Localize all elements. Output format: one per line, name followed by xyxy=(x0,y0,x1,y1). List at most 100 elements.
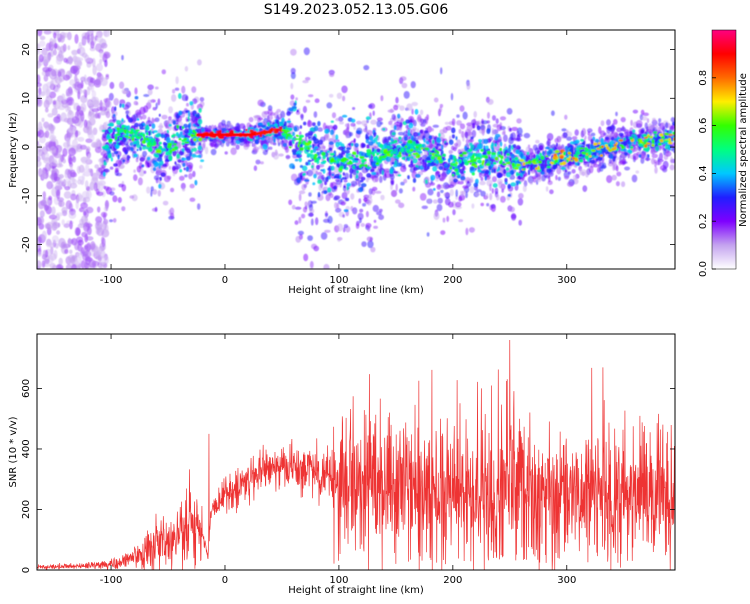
spectrogram-cell xyxy=(305,201,308,206)
spectrogram-cell xyxy=(77,179,82,184)
spectrogram-cell xyxy=(535,140,539,144)
spectrogram-cell xyxy=(78,240,84,246)
spectrogram-cell xyxy=(254,125,257,128)
spectrogram-cell xyxy=(356,170,359,173)
spectrogram-cell xyxy=(110,167,114,170)
spectrogram-cell xyxy=(469,227,475,233)
spectrogram-cell xyxy=(509,207,515,213)
spectrogram-cell xyxy=(307,170,313,177)
spectrogram-cell xyxy=(549,189,554,194)
spectrogram-cell xyxy=(307,147,310,151)
spectrogram-cell xyxy=(318,172,323,175)
spectrogram-cell xyxy=(324,190,327,194)
spectrogram-cell xyxy=(629,131,632,134)
spectrogram-cell xyxy=(283,143,288,147)
spectrogram-cell xyxy=(294,126,297,131)
spectrogram-cell xyxy=(565,146,568,150)
spectrogram-cell xyxy=(68,238,72,248)
spectrogram-cell xyxy=(439,166,443,170)
spectrogram-cell xyxy=(129,195,134,199)
spectrogram-cell xyxy=(633,153,639,160)
spectrogram-cell xyxy=(407,175,410,179)
spectrogram-cell xyxy=(269,130,272,133)
spectrogram-cell xyxy=(489,193,492,200)
spectrogram-cell xyxy=(114,106,116,111)
spectrogram-cell xyxy=(542,151,545,156)
spectrogram-cell xyxy=(148,100,153,104)
spectrogram-cell xyxy=(68,56,73,65)
spectrogram-cell xyxy=(519,159,524,162)
spectrogram-cell xyxy=(175,76,178,84)
spectrogram-cell xyxy=(428,199,431,204)
spectrogram-cell xyxy=(109,219,113,222)
spectrogram-cell xyxy=(431,128,434,131)
spectrogram-cell xyxy=(297,177,302,183)
spectrogram-cell xyxy=(299,135,304,138)
spectrogram-cell xyxy=(539,145,544,151)
spectrogram-cell xyxy=(609,153,614,159)
spectrogram-cell xyxy=(398,137,401,140)
spectrogram-cell xyxy=(500,141,503,146)
spectrogram-cell xyxy=(392,114,396,120)
spectrogram-cell xyxy=(106,111,111,118)
spectrogram-cell xyxy=(658,143,662,146)
spectrogram-cell xyxy=(601,120,605,126)
spectrogram-cell xyxy=(302,80,308,83)
spectrogram-cell xyxy=(84,55,89,63)
spectrogram-cell xyxy=(606,175,612,183)
spectrogram-cell xyxy=(502,131,506,135)
spectrogram-cell xyxy=(311,165,314,168)
spectrogram-cell xyxy=(61,242,66,249)
spectrogram-cell xyxy=(453,178,458,182)
spectrogram-cell xyxy=(487,120,490,123)
spectrogram-cell xyxy=(462,152,467,155)
spectrogram-cell xyxy=(564,115,567,120)
spectrogram-cell xyxy=(335,118,340,121)
spectrogram-cell xyxy=(109,139,113,142)
spectrogram-cell xyxy=(437,191,440,197)
spectrogram-cell xyxy=(400,122,403,127)
spectrogram-cell xyxy=(622,126,625,131)
spectrogram-cell xyxy=(393,171,398,173)
spectrogram-cell xyxy=(474,183,479,188)
spectrogram-cell xyxy=(516,180,521,183)
spectrogram-cell xyxy=(411,102,418,106)
spectrogram-cell xyxy=(492,169,494,173)
spectrogram-cell xyxy=(472,172,475,175)
spectrogram-cell xyxy=(373,132,376,137)
spectrogram-cell xyxy=(408,154,411,157)
spectrogram-cell xyxy=(428,139,431,143)
spectrogram-cell xyxy=(506,153,510,156)
spectrogram-cell xyxy=(70,170,76,178)
spectrogram-cell xyxy=(119,137,122,140)
spectrogram-cell xyxy=(77,90,80,99)
spectrogram-cell xyxy=(104,30,107,37)
spectrogram-cell xyxy=(344,209,349,212)
spectrogram-cell xyxy=(300,165,303,168)
spectrogram-cell xyxy=(582,185,587,192)
spectrogram-cell xyxy=(225,151,228,154)
spectrogram-cell xyxy=(460,123,465,129)
spectrogram-cell xyxy=(336,163,339,167)
spectrogram-cell xyxy=(312,276,318,283)
spectrogram-cell xyxy=(579,159,583,162)
spectrogram-cell xyxy=(154,175,160,180)
spectrogram-cell xyxy=(623,149,626,152)
spectrogram-cell xyxy=(168,124,171,127)
spectrogram-cell xyxy=(115,167,118,173)
spectrogram-cell xyxy=(173,134,176,137)
spectrogram-cell xyxy=(160,177,162,181)
spectrogram-cell xyxy=(327,150,330,153)
spectrogram-cell xyxy=(168,156,172,160)
spectrogram-cell xyxy=(260,161,264,164)
spectrogram-cell xyxy=(154,154,159,157)
spectrogram-cell xyxy=(52,108,58,116)
spectrogram-cell xyxy=(458,219,463,222)
spectrogram-cell xyxy=(558,177,561,181)
spectrogram-cell xyxy=(396,184,398,192)
spectrogram-cell xyxy=(56,212,63,216)
spectrogram-cell xyxy=(145,125,149,131)
spectrogram-cell xyxy=(133,174,137,181)
spectrogram-cell xyxy=(51,70,57,77)
